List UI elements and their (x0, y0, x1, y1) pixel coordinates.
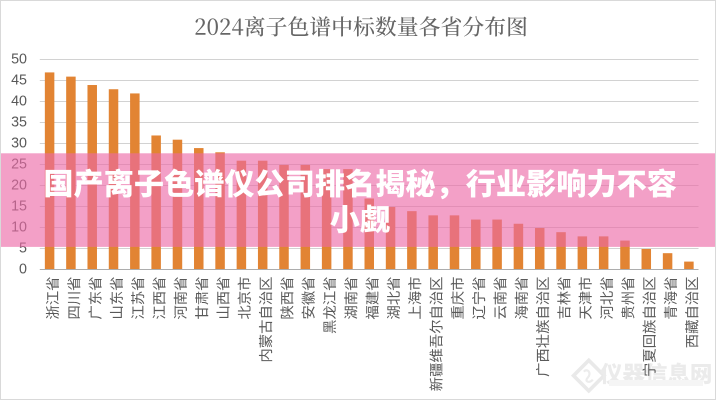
svg-text:30: 30 (11, 135, 27, 151)
svg-text:5: 5 (19, 240, 27, 256)
svg-text:35: 35 (11, 114, 27, 130)
svg-text:40: 40 (11, 93, 27, 109)
svg-text:50: 50 (11, 51, 27, 67)
svg-text:0: 0 (19, 262, 27, 278)
svg-text:45: 45 (11, 72, 27, 88)
